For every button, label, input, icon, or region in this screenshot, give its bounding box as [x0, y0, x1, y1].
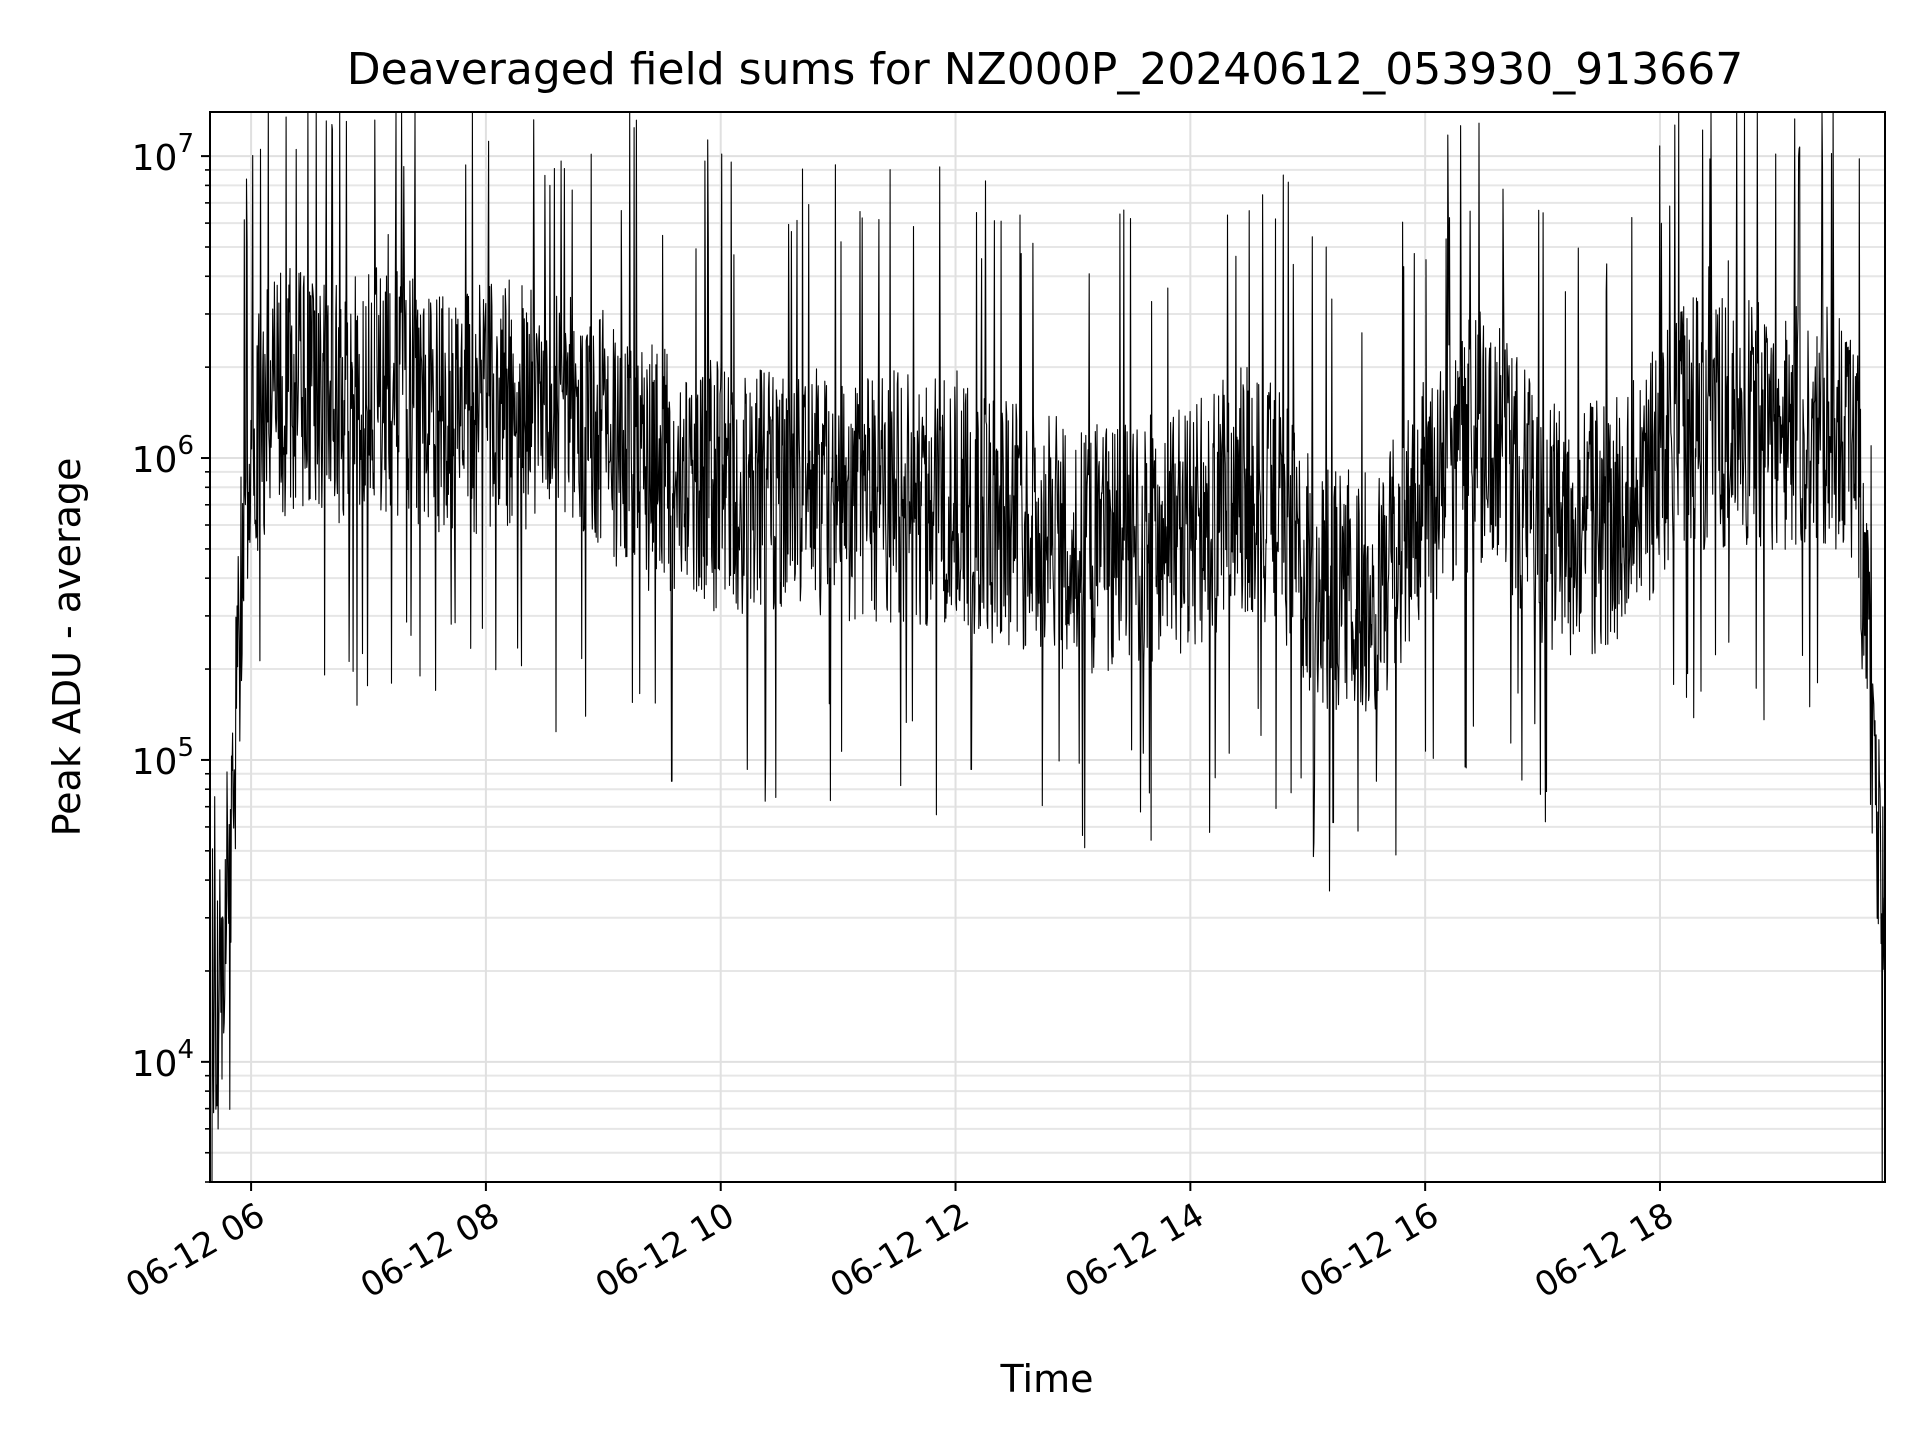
series-line: [211, 111, 1886, 1183]
x-axis-label: Time: [1000, 1357, 1094, 1401]
plot-frame: [209, 111, 1886, 1183]
y-axis-label: Peak ADU - average: [45, 458, 89, 837]
y-tick-label: 104: [132, 1035, 194, 1085]
plot-area: [211, 111, 1886, 1183]
y-tick-label: 105: [132, 733, 194, 783]
y-tick-label: 106: [132, 431, 194, 481]
y-tick-label: 107: [132, 129, 194, 179]
chart-title: Deaveraged field sums for NZ000P_2024061…: [347, 44, 1743, 95]
